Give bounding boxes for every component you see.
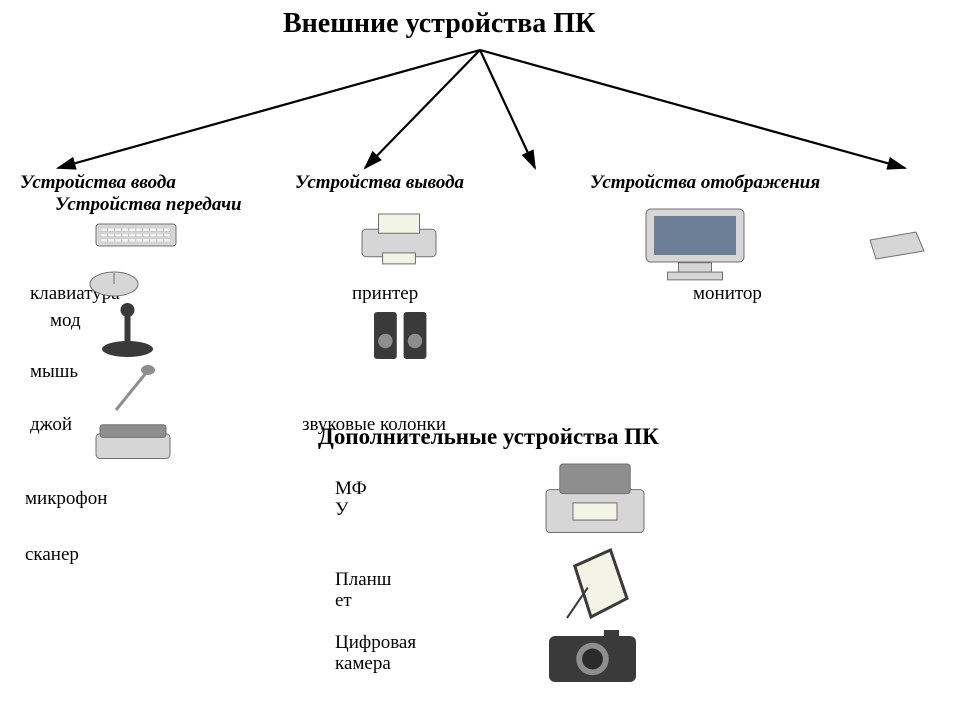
label-printer: принтер: [352, 283, 418, 305]
monitor-icon: [640, 205, 750, 288]
speakers-icon: [370, 308, 430, 368]
label-modem: мод: [50, 310, 81, 332]
arrow-1: [365, 50, 480, 168]
arrow-0: [58, 50, 480, 168]
label-mfu2: У: [335, 499, 348, 521]
label-camera2: камера: [335, 653, 391, 675]
label-mfu1: МФ: [335, 478, 367, 500]
label-mouse: мышь: [30, 361, 78, 383]
label-tablet1: Планш: [335, 569, 391, 591]
camera-icon: [545, 628, 640, 691]
scanner-icon: [94, 418, 172, 468]
header-output: Устройства вывода: [295, 172, 464, 194]
mic-icon: [108, 362, 156, 419]
modem-icon: [868, 228, 928, 268]
arrow-3: [480, 50, 905, 168]
label-tablet2: ет: [335, 590, 352, 612]
label-speakers: звуковые колонки: [302, 414, 446, 436]
main-title: Внешние устройства ПК: [283, 8, 595, 40]
arrow-2: [480, 50, 535, 168]
joystick-icon: [100, 302, 155, 362]
header-transfer: Устройства передачи: [55, 194, 242, 216]
printer-icon: [358, 210, 440, 270]
label-scanner: сканер: [25, 544, 79, 566]
mfu-icon: [540, 460, 650, 543]
header-input: Устройства ввода: [20, 172, 176, 194]
label-mic: микрофон: [25, 488, 107, 510]
diagram-stage: Внешние устройства ПК Устройства вводаУс…: [0, 0, 960, 720]
keyboard-icon: [95, 218, 177, 255]
header-display: Устройства отображения: [590, 172, 820, 194]
label-joystick: джой: [30, 414, 72, 436]
mouse-icon: [88, 270, 140, 303]
label-camera1: Цифровая: [335, 632, 416, 654]
tablet-icon: [565, 548, 630, 625]
